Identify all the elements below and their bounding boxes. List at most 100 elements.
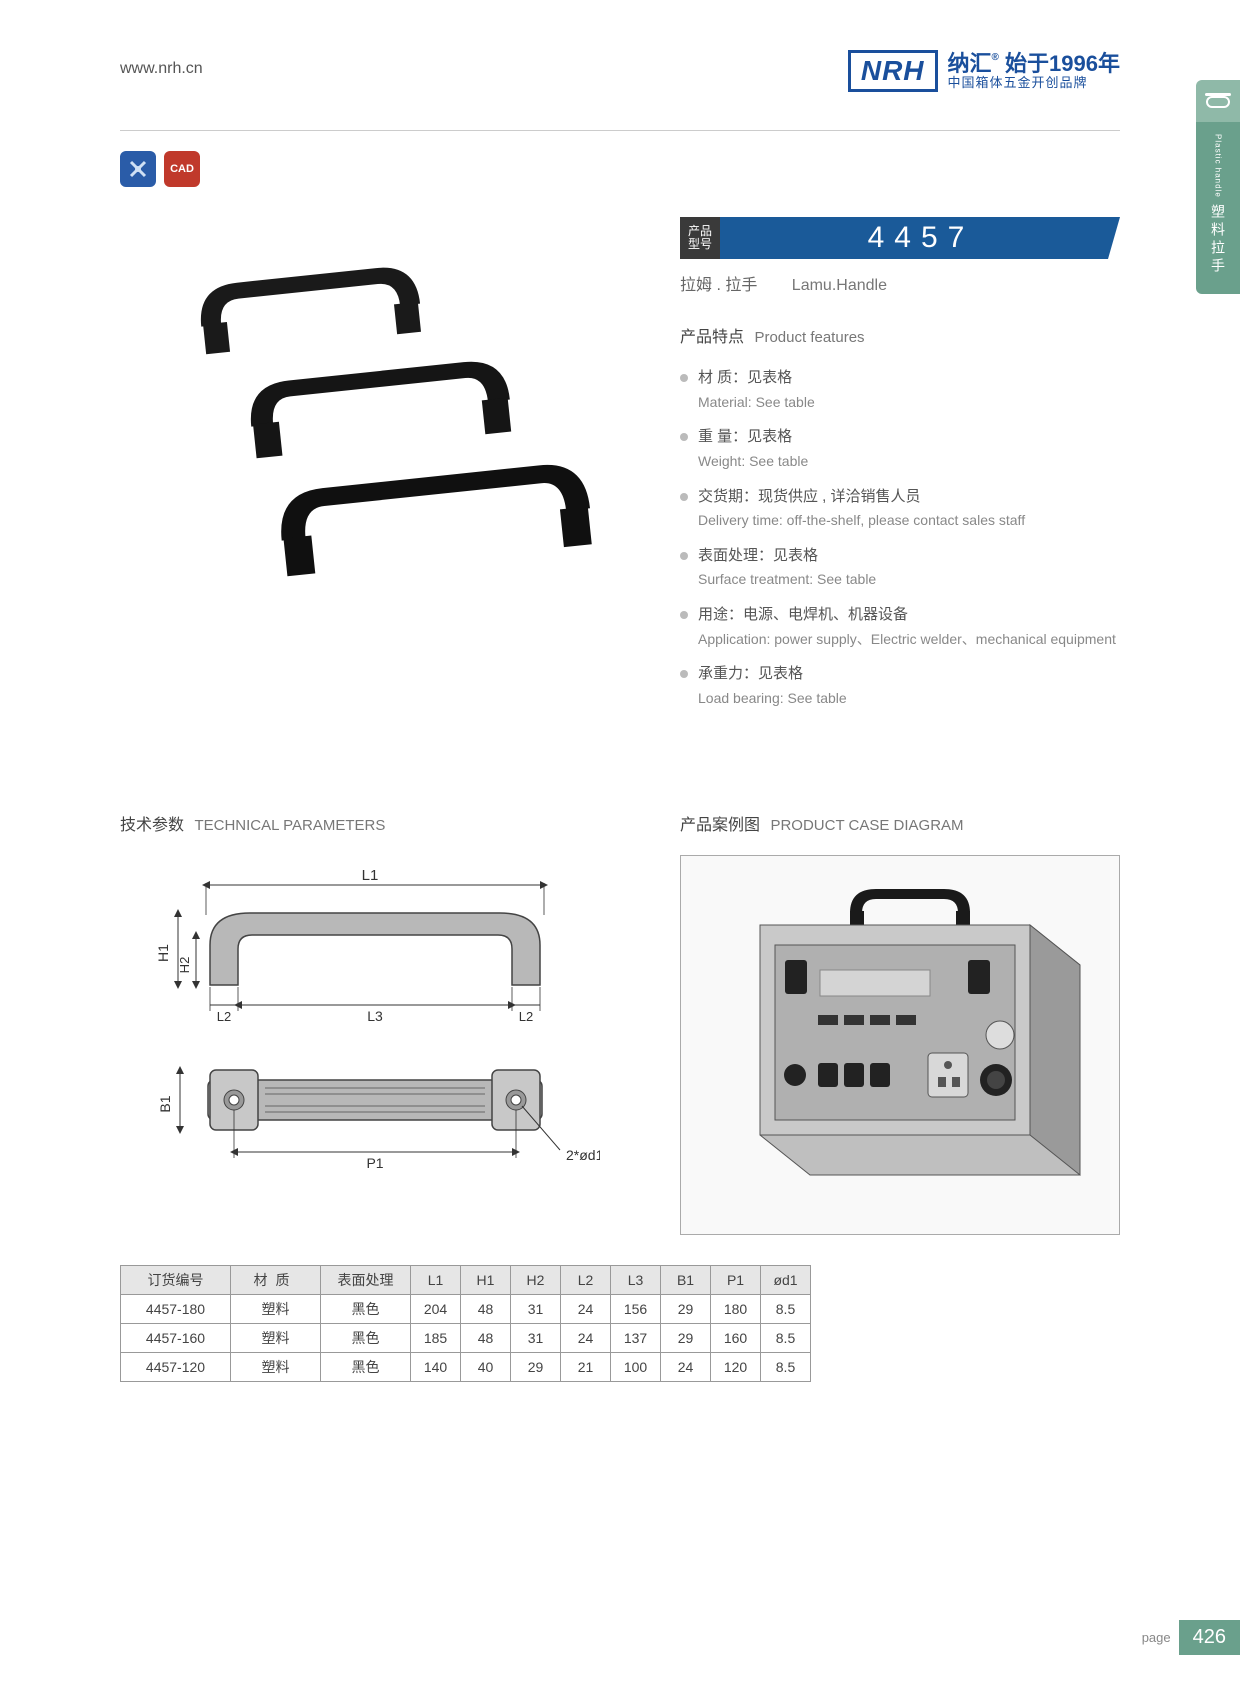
th-finish: 表面处理 — [321, 1265, 411, 1294]
brand-tagline: 中国箱体五金开创品牌 — [948, 76, 1120, 90]
nrh-logo: NRH — [848, 50, 938, 92]
table-cell: 塑料 — [231, 1323, 321, 1352]
table-cell: 29 — [661, 1323, 711, 1352]
product-case-image — [680, 855, 1120, 1235]
feature-cn: 材 质：见表格 — [698, 369, 792, 386]
page-number: 426 — [1179, 1620, 1240, 1655]
table-cell: 29 — [661, 1294, 711, 1323]
th-d1: ød1 — [761, 1265, 811, 1294]
th-partno: 订货编号 — [121, 1265, 231, 1294]
website-url: www.nrh.cn — [120, 50, 203, 78]
table-cell: 8.5 — [761, 1352, 811, 1381]
features-heading-cn: 产品特点 — [680, 329, 744, 346]
subtitle-cn: 拉姆 . 拉手 — [680, 277, 757, 294]
table-cell: 4457-180 — [121, 1294, 231, 1323]
feature-cn: 交货期：现货供应 , 详洽销售人员 — [698, 488, 921, 505]
feature-en: Surface treatment: See table — [698, 568, 1120, 592]
feature-en: Weight: See table — [698, 450, 1120, 474]
feature-item: 材 质：见表格 Material: See table — [680, 365, 1120, 414]
product-photo — [120, 217, 650, 637]
catalog-page: www.nrh.cn NRH 纳汇® 始于1996年 中国箱体五金开创品牌 Pl… — [0, 0, 1240, 1683]
feature-item: 用途：电源、电焊机、机器设备Application: power supply、… — [680, 602, 1120, 651]
feature-item: 承重力：见表格 Load bearing: See table — [680, 661, 1120, 710]
table-cell: 黑色 — [321, 1294, 411, 1323]
table-cell: 24 — [561, 1323, 611, 1352]
th-H1: H1 — [461, 1265, 511, 1294]
table-cell: 31 — [511, 1294, 561, 1323]
th-B1: B1 — [661, 1265, 711, 1294]
badge-3d-icon — [120, 151, 156, 187]
lower-row: 技术参数 TECHNICAL PARAMETERS L1 — [0, 721, 1240, 1235]
dim-L2b: L2 — [519, 1009, 533, 1024]
table-row: 4457-160塑料黑色185483124137291608.5 — [121, 1323, 811, 1352]
features-heading-en: Product features — [754, 329, 864, 346]
product-info-col: 产品 型号 4457 拉姆 . 拉手 Lamu.Handle 产品特点 Prod… — [680, 217, 1120, 721]
table-cell: 48 — [461, 1294, 511, 1323]
product-number-label: 产品 型号 — [680, 217, 720, 259]
technical-diagram: L1 H1 H2 L2 — [120, 855, 650, 1235]
format-badges: CAD — [0, 151, 1240, 187]
case-heading-en: PRODUCT CASE DIAGRAM — [770, 817, 963, 834]
th-L2: L2 — [561, 1265, 611, 1294]
category-side-tab: Plastic handle 塑料拉手 — [1196, 80, 1240, 294]
th-L1: L1 — [411, 1265, 461, 1294]
table-cell: 137 — [611, 1323, 661, 1352]
features-heading: 产品特点 Product features — [680, 323, 1120, 347]
handle-icon — [1205, 91, 1231, 111]
table-cell: 4457-160 — [121, 1323, 231, 1352]
table-cell: 31 — [511, 1323, 561, 1352]
table-cell: 塑料 — [231, 1294, 321, 1323]
table-cell: 180 — [711, 1294, 761, 1323]
feature-en: Load bearing: See table — [698, 687, 1120, 711]
prodno-label-l2: 型号 — [688, 238, 712, 251]
brand-name-cn: 纳汇 — [948, 51, 992, 76]
tech-heading: 技术参数 TECHNICAL PARAMETERS — [120, 811, 650, 835]
page-footer: page 426 — [1142, 1620, 1240, 1655]
dim-B1: B1 — [157, 1095, 173, 1112]
th-material: 材质 — [231, 1265, 321, 1294]
table-cell: 8.5 — [761, 1294, 811, 1323]
case-diagram-col: 产品案例图 PRODUCT CASE DIAGRAM — [680, 811, 1120, 1235]
feature-en: Material: See table — [698, 391, 1120, 415]
th-P1: P1 — [711, 1265, 761, 1294]
feature-item: 交货期：现货供应 , 详洽销售人员 Delivery time: off-the-… — [680, 484, 1120, 533]
tech-heading-cn: 技术参数 — [120, 817, 184, 834]
feature-en: Application: power supply、Electric welde… — [698, 628, 1120, 652]
table-cell: 48 — [461, 1323, 511, 1352]
dim-L2a: L2 — [217, 1009, 231, 1024]
table-cell: 156 — [611, 1294, 661, 1323]
dim-L3: L3 — [367, 1008, 383, 1024]
badge-cad-icon: CAD — [164, 151, 200, 187]
table-row: 4457-120塑料黑色140402921100241208.5 — [121, 1352, 811, 1381]
table-cell: 4457-120 — [121, 1352, 231, 1381]
tab-icon-box — [1196, 80, 1240, 122]
features-list: 材 质：见表格 Material: See table 重 量：见表格 Weight… — [680, 365, 1120, 711]
table-cell: 100 — [611, 1352, 661, 1381]
table-cell: 21 — [561, 1352, 611, 1381]
brand-logo-block: NRH 纳汇® 始于1996年 中国箱体五金开创品牌 — [848, 50, 1120, 92]
table-cell: 黑色 — [321, 1323, 411, 1352]
tab-label-box: Plastic handle 塑料拉手 — [1196, 122, 1240, 294]
dim-H1: H1 — [155, 944, 171, 962]
table-cell: 40 — [461, 1352, 511, 1381]
tab-label-cn: 塑料拉手 — [1208, 204, 1228, 276]
table-cell: 120 — [711, 1352, 761, 1381]
page-label: page — [1142, 1630, 1171, 1645]
case-heading-cn: 产品案例图 — [680, 817, 760, 834]
th-L3: L3 — [611, 1265, 661, 1294]
feature-item: 重 量：见表格 Weight: See table — [680, 424, 1120, 473]
table-cell: 204 — [411, 1294, 461, 1323]
product-subtitle: 拉姆 . 拉手 Lamu.Handle — [680, 271, 1120, 295]
feature-item: 表面处理：见表格Surface treatment: See table — [680, 543, 1120, 592]
feature-en: Delivery time: off-the-shelf, please con… — [698, 509, 1120, 533]
registered-mark: ® — [992, 52, 999, 63]
th-H2: H2 — [511, 1265, 561, 1294]
table-cell: 160 — [711, 1323, 761, 1352]
table-cell: 24 — [661, 1352, 711, 1381]
feature-cn: 承重力：见表格 — [698, 665, 803, 682]
dim-P1: P1 — [366, 1155, 383, 1171]
feature-cn: 重 量：见表格 — [698, 428, 792, 445]
table-cell: 140 — [411, 1352, 461, 1381]
tech-params-col: 技术参数 TECHNICAL PARAMETERS L1 — [120, 811, 650, 1235]
table-cell: 24 — [561, 1294, 611, 1323]
